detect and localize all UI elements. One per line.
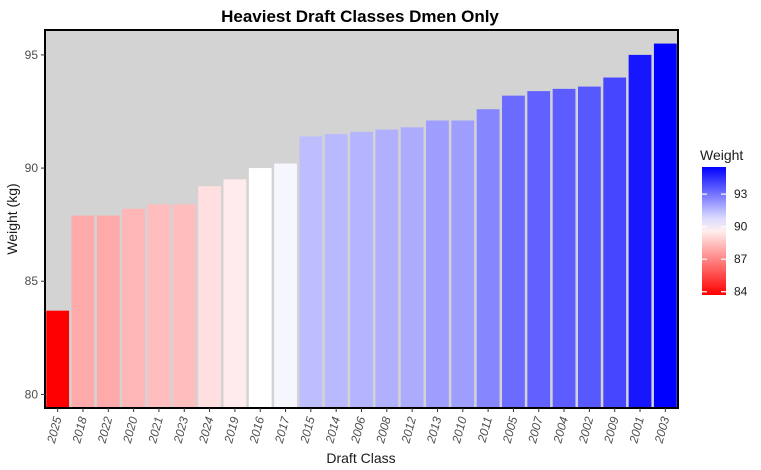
bar-2020 bbox=[122, 208, 146, 408]
x-tick-label: 2023 bbox=[170, 415, 191, 446]
bar-2009 bbox=[603, 77, 627, 408]
bar-2005 bbox=[502, 95, 525, 408]
legend-title: Weight bbox=[700, 147, 743, 163]
x-tick-label: 2008 bbox=[373, 415, 394, 446]
bar-2010 bbox=[451, 120, 475, 408]
x-tick-label: 2012 bbox=[398, 415, 419, 446]
x-tick-label: 2015 bbox=[297, 415, 318, 446]
x-tick-label: 2002 bbox=[576, 415, 597, 446]
bar-2023 bbox=[172, 204, 196, 408]
bar-2024 bbox=[198, 186, 221, 408]
x-tick-label: 2006 bbox=[348, 415, 369, 446]
y-axis: 80 85 90 95 bbox=[25, 48, 45, 401]
bar-2008 bbox=[375, 129, 399, 408]
legend-tick-label: 84 bbox=[734, 285, 748, 299]
bar-2019 bbox=[223, 179, 247, 408]
x-tick-label: 2018 bbox=[69, 415, 90, 446]
bar-2006 bbox=[350, 131, 373, 409]
bar-2025 bbox=[46, 310, 70, 408]
bar-2015 bbox=[299, 136, 323, 408]
legend-ticks: 84 87 90 93 bbox=[702, 187, 748, 299]
x-tick-label: 2014 bbox=[322, 415, 343, 446]
x-tick-label: 2020 bbox=[120, 415, 141, 446]
bar-2012 bbox=[400, 127, 424, 408]
x-tick-label: 2004 bbox=[550, 415, 571, 446]
y-tick-label: 85 bbox=[25, 274, 39, 288]
chart-title: Heaviest Draft Classes Dmen Only bbox=[221, 7, 499, 26]
x-tick-label: 2005 bbox=[500, 415, 521, 446]
y-tick-label: 90 bbox=[25, 161, 39, 175]
bar-2014 bbox=[324, 134, 348, 408]
bar-2022 bbox=[96, 215, 120, 408]
x-tick-label: 2001 bbox=[626, 415, 647, 445]
x-tick-label: 2021 bbox=[145, 415, 166, 445]
legend-tick-label: 90 bbox=[734, 220, 748, 234]
x-tick-label: 2013 bbox=[424, 415, 445, 446]
bar-2004 bbox=[552, 88, 576, 408]
x-tick-label: 2011 bbox=[475, 415, 495, 445]
bar-2016 bbox=[248, 168, 272, 408]
bar-2002 bbox=[577, 86, 601, 408]
bar-2021 bbox=[147, 204, 171, 408]
x-tick-label: 2022 bbox=[95, 415, 116, 446]
legend-colorbar bbox=[702, 167, 726, 295]
x-tick-label: 2016 bbox=[246, 415, 267, 446]
bar-2013 bbox=[426, 120, 449, 408]
bars-group bbox=[46, 43, 677, 409]
bar-2001 bbox=[628, 54, 652, 409]
x-tick-label: 2009 bbox=[601, 415, 622, 446]
x-tick-label: 2024 bbox=[196, 415, 217, 446]
bar-2017 bbox=[274, 163, 297, 408]
x-tick-label: 2017 bbox=[272, 414, 293, 446]
x-tick-label: 2007 bbox=[525, 414, 546, 446]
y-axis-title: Weight (kg) bbox=[4, 183, 20, 254]
legend-tick-label: 93 bbox=[734, 187, 748, 201]
x-tick-label: 2025 bbox=[44, 415, 65, 446]
legend-tick-label: 87 bbox=[734, 252, 748, 266]
bar-2011 bbox=[476, 109, 500, 408]
x-tick-label: 2010 bbox=[449, 415, 470, 446]
y-tick-label: 80 bbox=[25, 387, 39, 401]
x-axis-title: Draft Class bbox=[326, 450, 395, 466]
y-tick-label: 95 bbox=[25, 48, 39, 62]
x-axis: 2025 2018 2022 2020 2021 2023 2024 2019 2016 2017… bbox=[44, 408, 672, 446]
x-tick-label: 2019 bbox=[221, 415, 242, 446]
x-tick-label: 2003 bbox=[652, 415, 673, 446]
legend: Weight 84 87 90 93 bbox=[700, 147, 748, 299]
bar-2003 bbox=[653, 43, 677, 408]
bar-2018 bbox=[71, 215, 95, 408]
bar-2007 bbox=[527, 91, 551, 409]
